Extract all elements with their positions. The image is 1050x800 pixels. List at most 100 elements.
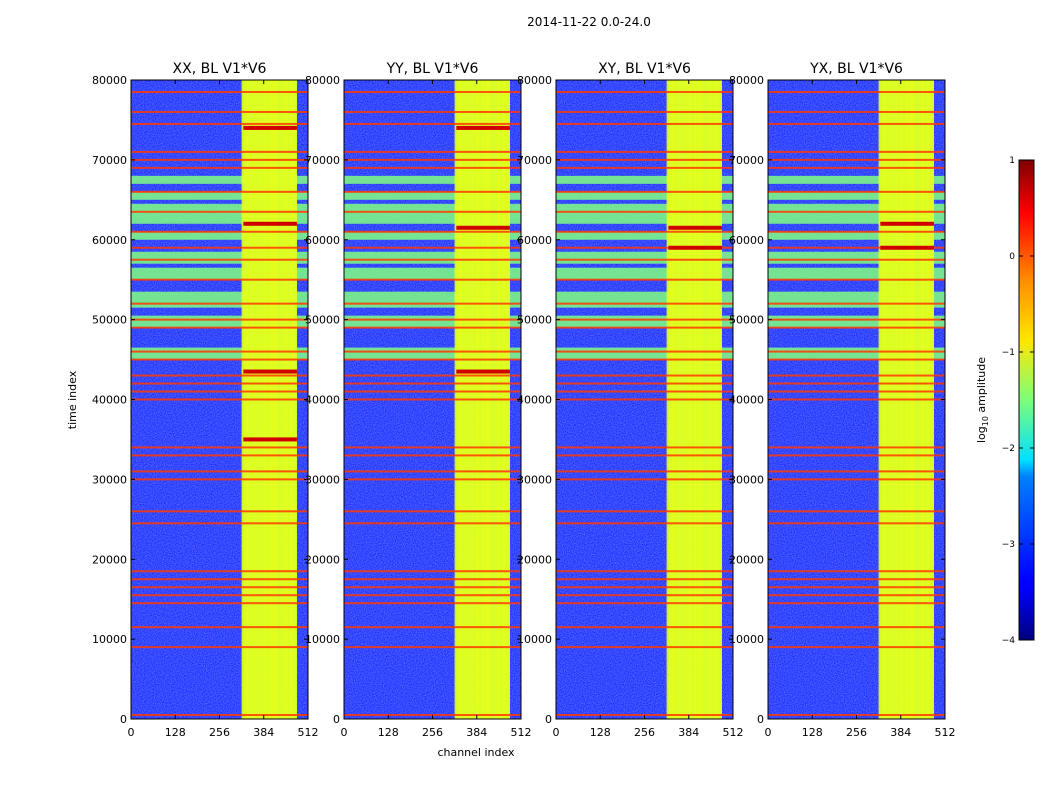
bright-time-row bbox=[668, 225, 722, 230]
y-tick-label: 50000 bbox=[92, 314, 127, 327]
mid-level-time-band bbox=[768, 267, 945, 280]
mid-level-time-band bbox=[131, 191, 308, 200]
flagged-time-row bbox=[131, 246, 308, 249]
flagged-time-row bbox=[768, 522, 945, 525]
mid-level-time-band bbox=[344, 175, 521, 184]
x-tick-label: 128 bbox=[590, 726, 611, 739]
flagged-time-row bbox=[556, 594, 733, 597]
flagged-time-row bbox=[768, 302, 945, 305]
flagged-time-row bbox=[344, 122, 521, 125]
flagged-time-row bbox=[768, 478, 945, 481]
flagged-time-row bbox=[344, 646, 521, 649]
flagged-time-row bbox=[768, 570, 945, 573]
y-tick-label: 0 bbox=[545, 713, 552, 726]
flagged-time-row bbox=[768, 190, 945, 193]
flagged-time-row bbox=[344, 190, 521, 193]
heatmap-panel-2: YY, BL V1*V6 0 10000 20000 30000 40000 50000 60… bbox=[305, 61, 532, 739]
flagged-time-row bbox=[768, 326, 945, 329]
y-tick-label: 60000 bbox=[92, 234, 127, 247]
flagged-time-row bbox=[344, 390, 521, 393]
flagged-time-row bbox=[344, 166, 521, 169]
x-tick-label: 512 bbox=[935, 726, 956, 739]
bright-time-row bbox=[880, 221, 934, 226]
flagged-time-row bbox=[556, 210, 733, 213]
flagged-time-row bbox=[556, 478, 733, 481]
flagged-time-row bbox=[344, 278, 521, 281]
mid-level-time-band bbox=[768, 347, 945, 360]
flagged-time-row bbox=[344, 626, 521, 629]
colorbar-tick-label: −4 bbox=[1002, 636, 1016, 646]
y-tick-label: 80000 bbox=[305, 74, 340, 87]
flagged-time-row bbox=[131, 230, 308, 233]
bright-time-row bbox=[243, 369, 297, 374]
flagged-time-row bbox=[344, 470, 521, 473]
flagged-time-row bbox=[556, 522, 733, 525]
colorbar-tick-label: 1 bbox=[1009, 156, 1015, 166]
flagged-time-row bbox=[556, 454, 733, 457]
flagged-time-row bbox=[768, 258, 945, 261]
colorbar-tick-label: −3 bbox=[1002, 540, 1015, 550]
mid-level-time-band bbox=[768, 251, 945, 264]
heatmap-plot-area bbox=[556, 80, 733, 719]
y-tick-label: 70000 bbox=[92, 154, 127, 167]
flagged-time-row bbox=[131, 350, 308, 353]
mid-level-time-band bbox=[768, 231, 945, 240]
flagged-time-row bbox=[344, 522, 521, 525]
x-tick-label: 512 bbox=[723, 726, 744, 739]
y-tick-label: 70000 bbox=[729, 154, 764, 167]
x-tick-label: 384 bbox=[678, 726, 699, 739]
mid-level-time-band bbox=[556, 347, 733, 360]
x-tick-label: 512 bbox=[511, 726, 532, 739]
heatmap-title: YX, BL V1*V6 bbox=[809, 61, 903, 77]
flagged-time-row bbox=[344, 210, 521, 213]
x-tick-label: 0 bbox=[128, 726, 135, 739]
heatmap-plot-area bbox=[344, 80, 521, 719]
flagged-time-row bbox=[556, 158, 733, 161]
bright-time-row bbox=[243, 221, 297, 226]
flagged-time-row bbox=[344, 258, 521, 261]
flagged-time-row bbox=[768, 374, 945, 377]
flagged-time-row bbox=[344, 318, 521, 321]
flagged-time-row bbox=[131, 358, 308, 361]
colorbar: log10 amplitude −4 −3 −2 −1 0 1 bbox=[975, 156, 1035, 646]
flagged-time-row bbox=[131, 258, 308, 261]
flagged-time-row bbox=[768, 646, 945, 649]
flagged-time-row bbox=[344, 150, 521, 153]
flagged-time-row bbox=[768, 398, 945, 401]
flagged-time-row bbox=[768, 90, 945, 93]
x-tick-label: 384 bbox=[253, 726, 274, 739]
flagged-time-row bbox=[556, 358, 733, 361]
heatmap-title: YY, BL V1*V6 bbox=[386, 61, 479, 77]
flagged-time-row bbox=[768, 602, 945, 605]
flagged-time-row bbox=[131, 326, 308, 329]
flagged-time-row bbox=[556, 258, 733, 261]
mid-level-time-band bbox=[344, 315, 521, 328]
flagged-time-row bbox=[768, 358, 945, 361]
flagged-time-row bbox=[556, 578, 733, 581]
flagged-time-row bbox=[768, 166, 945, 169]
flagged-time-row bbox=[131, 398, 308, 401]
flagged-time-row bbox=[131, 318, 308, 321]
flagged-time-row bbox=[344, 158, 521, 161]
flagged-time-row bbox=[344, 510, 521, 513]
mid-level-time-band bbox=[131, 175, 308, 184]
bright-time-row bbox=[456, 369, 510, 374]
flagged-time-row bbox=[556, 302, 733, 305]
x-tick-label: 128 bbox=[378, 726, 399, 739]
flagged-time-row bbox=[344, 374, 521, 377]
flagged-time-row bbox=[768, 510, 945, 513]
flagged-time-row bbox=[556, 110, 733, 113]
flagged-time-row bbox=[556, 602, 733, 605]
x-axis-label: channel index bbox=[437, 746, 515, 759]
flagged-time-row bbox=[131, 278, 308, 281]
x-tick-label: 256 bbox=[846, 726, 867, 739]
flagged-time-row bbox=[768, 594, 945, 597]
flagged-time-row bbox=[131, 110, 308, 113]
y-tick-label: 40000 bbox=[305, 394, 340, 407]
y-tick-label: 0 bbox=[120, 713, 127, 726]
flagged-time-row bbox=[556, 390, 733, 393]
flagged-time-row bbox=[556, 646, 733, 649]
flagged-time-row bbox=[768, 382, 945, 385]
flagged-time-row bbox=[344, 594, 521, 597]
heatmap-plot-area bbox=[131, 80, 308, 719]
